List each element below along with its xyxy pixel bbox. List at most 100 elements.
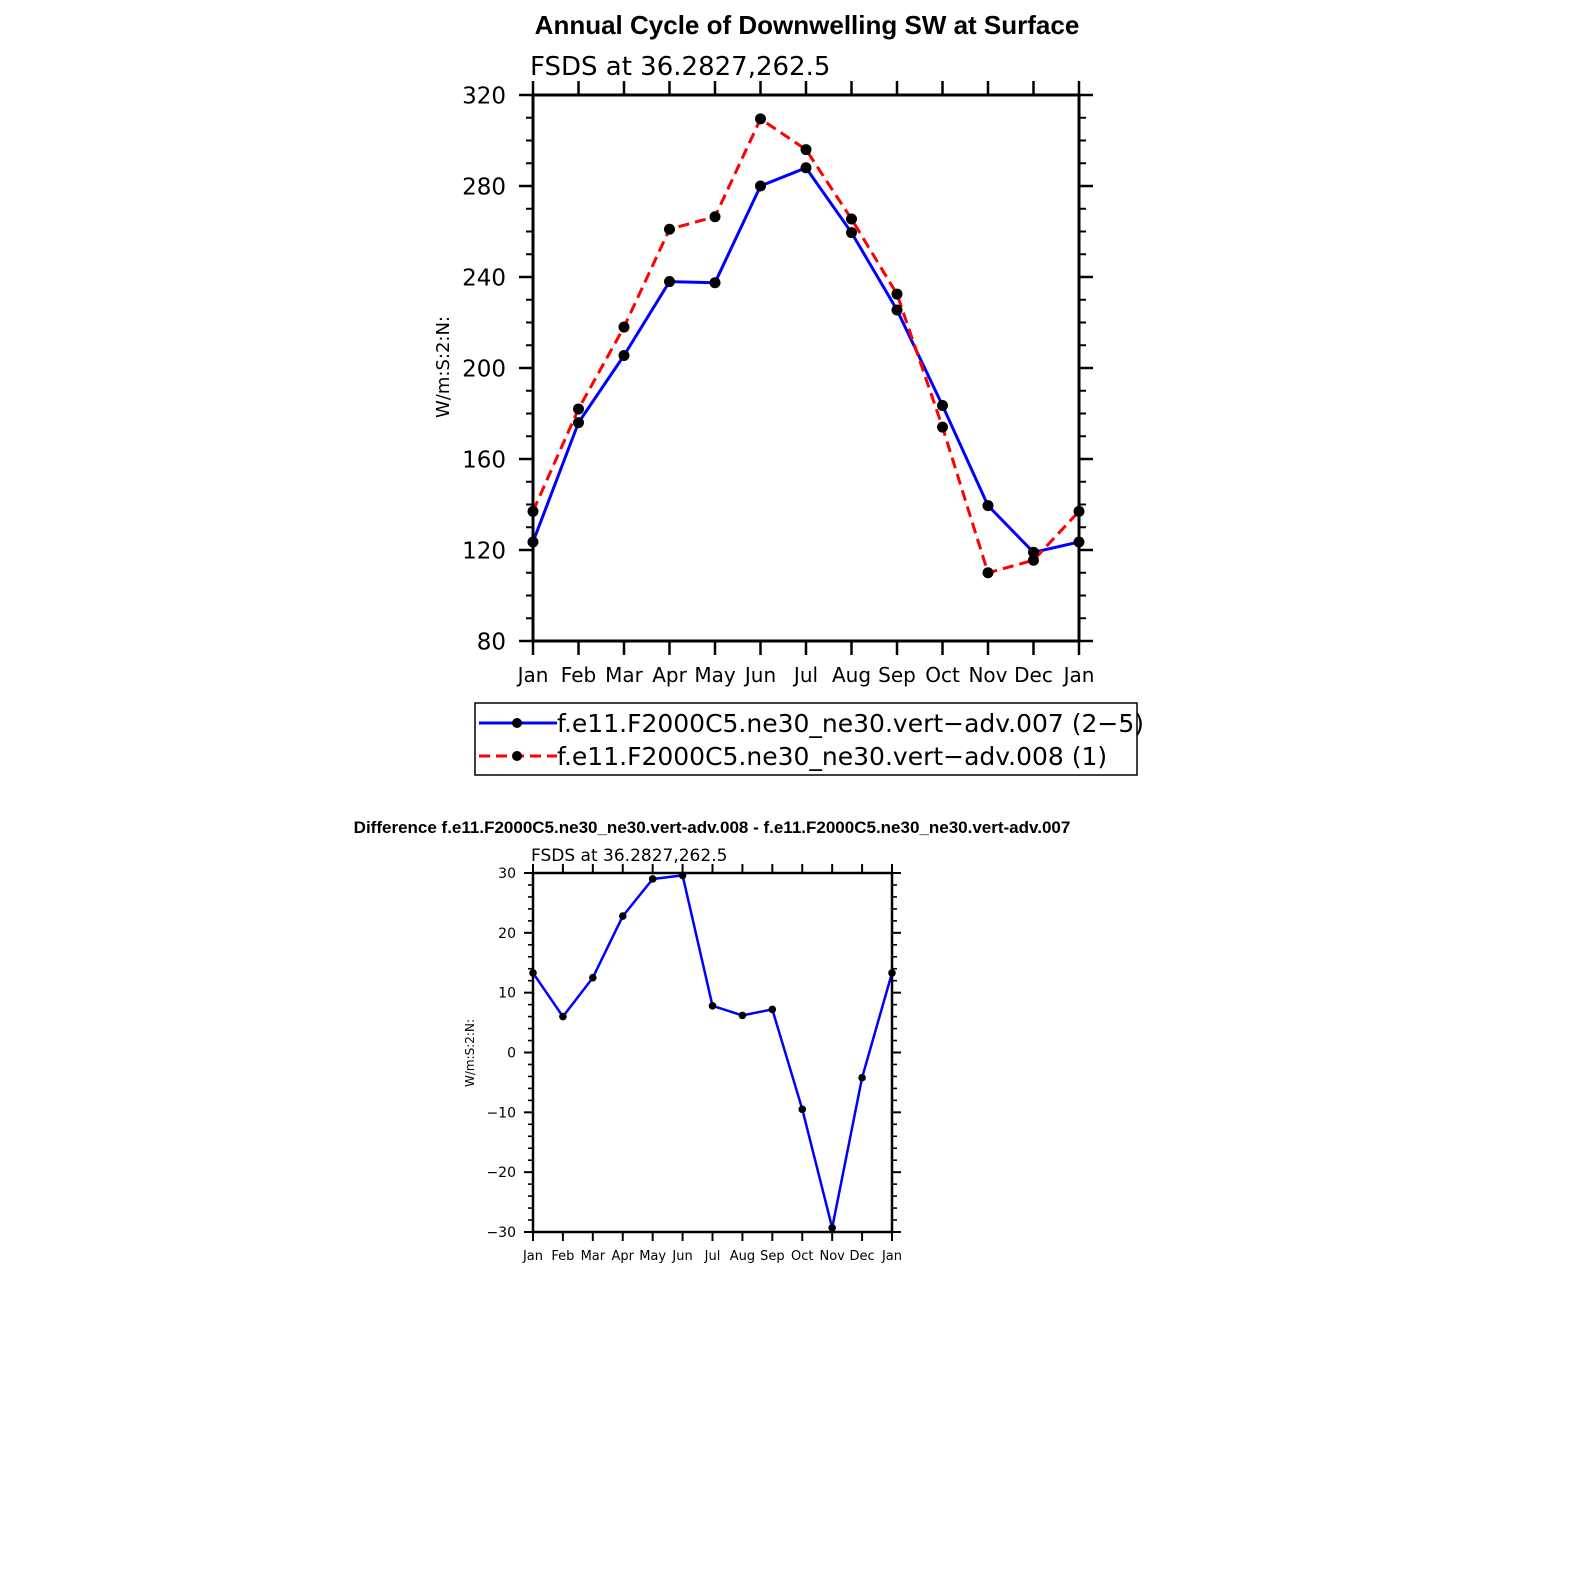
legend-entry-red: f.e11.F2000C5.ne30_ne30.vert−adv.008 (1)	[479, 742, 1107, 771]
data-point	[573, 403, 584, 415]
data-point	[1028, 554, 1039, 566]
x-tick-label: Jul	[792, 663, 818, 687]
legend: f.e11.F2000C5.ne30_ne30.vert−adv.007 (2−…	[474, 702, 1144, 776]
data-point	[846, 227, 857, 239]
data-point	[618, 321, 630, 333]
plot-frame	[531, 93, 1081, 643]
difference-x-tick-labels: Jan Feb Mar Apr May Jun Jul Aug Sep Oct Nov Dec Jan	[522, 1249, 902, 1264]
x-tick-label: Aug	[730, 1249, 755, 1264]
data-point	[891, 288, 903, 300]
y-tick-label: 30	[498, 866, 516, 882]
data-point	[1028, 546, 1039, 558]
x-tick-label: May	[639, 1249, 666, 1264]
y-axis-label: W/m:S:2:N:	[433, 316, 454, 418]
y-tick-label: −20	[486, 1165, 516, 1181]
x-tick-label: Nov	[968, 663, 1007, 687]
y-tick-label: 200	[462, 356, 506, 382]
data-point	[618, 349, 630, 361]
data-point	[709, 277, 721, 289]
difference-subtitle: FSDS at 36.2827,262.5	[531, 846, 727, 866]
series-line-1	[531, 117, 1081, 575]
difference-series	[529, 871, 896, 1232]
y-tick-label: 160	[462, 447, 506, 473]
x-tick-label: Jun	[671, 1249, 692, 1264]
data-point	[982, 567, 994, 579]
x-tick-label: Feb	[551, 1249, 574, 1264]
data-point	[559, 1012, 567, 1021]
data-point	[937, 421, 948, 433]
x-tick-label: Jan	[522, 1249, 543, 1264]
data-point	[755, 180, 766, 192]
data-point	[800, 144, 812, 156]
chart-subtitle: FSDS at 36.2827,262.5	[530, 52, 830, 82]
x-tick-labels: Jan Feb Mar Apr May Jun Jul Aug Sep Oct Nov Dec Jan	[516, 663, 1095, 687]
data-point	[846, 213, 857, 225]
difference-y-tick-labels: −30 −20 −10 0 10 20 30	[486, 866, 516, 1241]
data-point	[800, 162, 812, 174]
data-point	[664, 276, 675, 288]
annual-cycle-chart: Annual Cycle of Downwelling SW at Surfac…	[433, 10, 1144, 776]
x-tick-label: Nov	[819, 1249, 845, 1264]
data-point	[982, 500, 994, 512]
y-tick-label: 320	[462, 83, 506, 109]
data-point	[709, 211, 721, 223]
y-tick-label: 10	[498, 986, 516, 1002]
x-tick-label: Jan	[881, 1249, 902, 1264]
x-tick-label: Apr	[612, 1249, 635, 1264]
data-point	[708, 1002, 717, 1010]
x-tick-label: Mar	[605, 663, 644, 687]
difference-plot-frame	[531, 871, 894, 1234]
y-tick-label: 80	[477, 629, 506, 655]
y-tick-label: 0	[507, 1046, 516, 1062]
x-tick-label: Jun	[743, 663, 776, 687]
data-point	[589, 973, 597, 982]
legend-box	[474, 702, 1138, 776]
x-tick-label: Dec	[1014, 663, 1053, 687]
difference-axis-ticks	[524, 864, 901, 1241]
y-tick-label: 20	[498, 926, 516, 942]
data-point	[738, 1011, 747, 1020]
data-point	[648, 875, 657, 883]
x-tick-label: Apr	[652, 663, 687, 687]
x-tick-label: Jul	[704, 1249, 721, 1264]
x-tick-label: Feb	[561, 663, 596, 687]
x-tick-label: Jan	[1062, 663, 1095, 687]
legend-marker-blue	[512, 718, 522, 728]
difference-title: Difference f.e11.F2000C5.ne30_ne30.vert-…	[354, 818, 1071, 837]
x-tick-label: Aug	[832, 663, 871, 687]
x-tick-label: Jan	[516, 663, 549, 687]
series-line-0	[531, 874, 894, 1230]
data-point	[937, 400, 948, 412]
data-point	[798, 1105, 807, 1114]
series-line-0	[531, 166, 1080, 554]
data-point	[573, 417, 584, 429]
data-point	[618, 912, 627, 920]
y-tick-label: 120	[462, 538, 506, 564]
legend-marker-red	[512, 751, 522, 761]
data-point	[858, 1073, 866, 1082]
data-point	[768, 1005, 777, 1014]
x-tick-label: Sep	[878, 663, 916, 687]
y-tick-label: 240	[462, 265, 506, 291]
y-tick-label: −30	[486, 1225, 516, 1241]
y-tick-label: −10	[486, 1105, 516, 1121]
y-tick-labels: 80 120 160 200 240 280 320	[462, 83, 506, 655]
difference-chart: Difference f.e11.F2000C5.ne30_ne30.vert-…	[354, 818, 1071, 1264]
x-tick-label: Oct	[791, 1249, 813, 1264]
data-point	[828, 1224, 836, 1232]
y-tick-label: 280	[462, 174, 506, 200]
x-tick-label: Sep	[760, 1249, 785, 1264]
legend-label-red: f.e11.F2000C5.ne30_ne30.vert−adv.008 (1)	[557, 742, 1107, 771]
legend-label-blue: f.e11.F2000C5.ne30_ne30.vert−adv.007 (2−…	[557, 709, 1144, 738]
legend-entry-blue: f.e11.F2000C5.ne30_ne30.vert−adv.007 (2−…	[479, 709, 1144, 738]
x-tick-label: May	[694, 663, 736, 687]
x-tick-label: Oct	[925, 663, 960, 687]
chart-title: Annual Cycle of Downwelling SW at Surfac…	[535, 10, 1080, 40]
data-point	[664, 223, 675, 235]
plot-series	[527, 113, 1085, 579]
data-point	[755, 113, 766, 125]
x-tick-label: Dec	[850, 1249, 875, 1264]
x-tick-label: Mar	[581, 1249, 606, 1264]
data-point	[891, 304, 903, 316]
